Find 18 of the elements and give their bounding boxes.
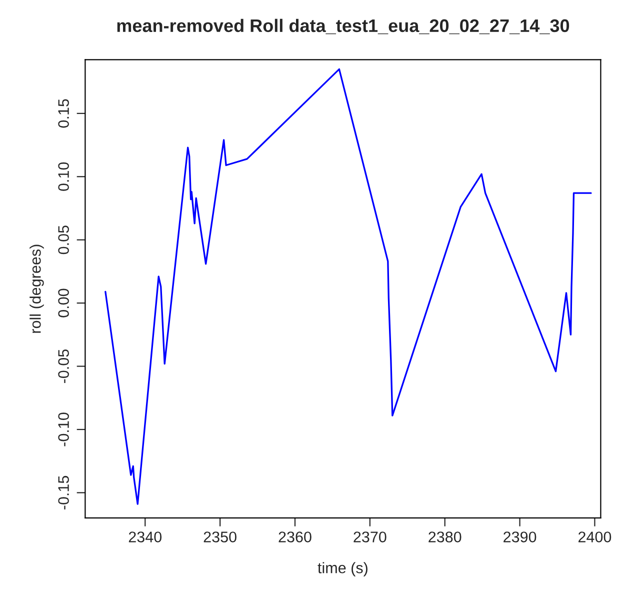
x-tick-label: 2340 — [128, 532, 162, 542]
chart-title: mean-removed Roll data_test1_eua_20_02_27_14_30 — [117, 18, 570, 34]
y-tick-label: -0.15 — [58, 476, 69, 510]
y-tick-label: 0.15 — [58, 99, 69, 128]
y-tick-label: -0.10 — [58, 412, 69, 446]
x-axis-title: time (s) — [318, 562, 368, 576]
y-tick-label: 0.10 — [58, 162, 69, 191]
x-tick-label: 2370 — [354, 532, 386, 542]
y-tick-label: -0.05 — [58, 350, 69, 383]
y-tick-label: 0.05 — [58, 226, 69, 254]
x-tick-label: 2360 — [278, 532, 312, 542]
y-tick-label: 0.00 — [58, 288, 69, 318]
x-tick-label: 2350 — [204, 532, 236, 542]
x-tick-label: 2380 — [428, 532, 462, 542]
x-tick-label: 2400 — [578, 532, 612, 542]
line-series — [104, 68, 592, 505]
x-tick-label: 2390 — [504, 532, 536, 542]
y-axis-title: roll (degrees) — [30, 244, 44, 333]
